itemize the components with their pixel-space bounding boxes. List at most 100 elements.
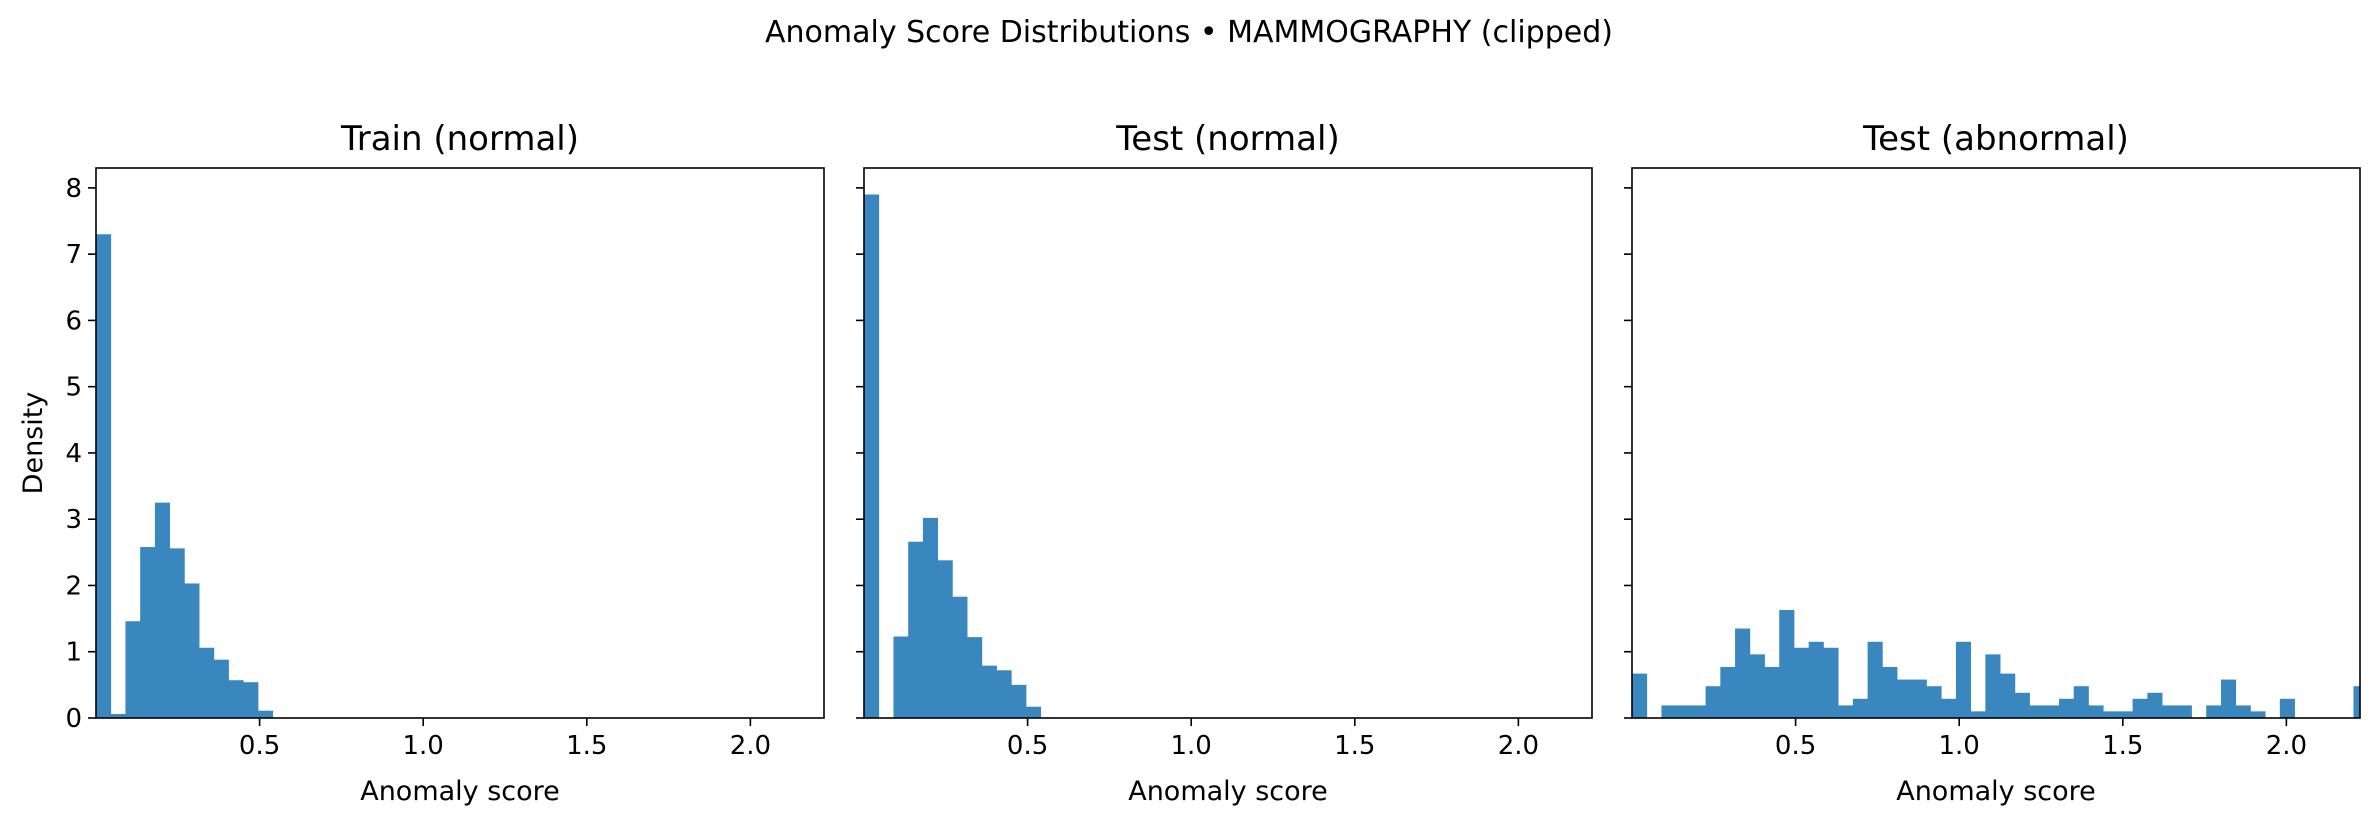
histogram-bar bbox=[2235, 705, 2251, 718]
x-tick-label: 0.5 bbox=[1007, 731, 1048, 761]
histogram-bar bbox=[169, 548, 185, 718]
histogram-bar bbox=[1926, 686, 1942, 718]
histogram-bar bbox=[228, 680, 244, 718]
x-tick-label: 1.5 bbox=[2102, 731, 2143, 761]
histogram-bar bbox=[2014, 692, 2030, 718]
histogram-bar bbox=[1690, 705, 1707, 718]
y-tick-label: 0 bbox=[65, 704, 82, 734]
histogram-bar bbox=[2206, 705, 2222, 718]
histogram-bar bbox=[937, 560, 953, 718]
histogram-bar bbox=[257, 710, 274, 718]
histogram-bar bbox=[2073, 686, 2089, 718]
histogram-bar bbox=[996, 670, 1012, 718]
histogram-bar bbox=[243, 682, 259, 718]
histogram-bar bbox=[2044, 705, 2060, 718]
panel-title: Test (normal) bbox=[1115, 119, 1339, 159]
histogram-bar bbox=[2250, 711, 2266, 718]
panel-1: 0.5 1.0 1.5 2.0 0 1 2 3 4 5 6 7 8 Train (normal) Anoma… bbox=[18, 119, 825, 807]
y-tick-label: 8 bbox=[65, 174, 82, 204]
panel-3: 0.5 1.0 1.5 2.0 Test (abnormal) Anomaly score bbox=[1624, 119, 2361, 807]
bars bbox=[1632, 609, 2360, 718]
histogram-bar bbox=[1632, 673, 1648, 718]
histogram-bar bbox=[1823, 647, 1839, 718]
y-tick-label: 2 bbox=[65, 571, 82, 601]
y-tick-label: 3 bbox=[65, 505, 82, 535]
x-tick-label: 1.0 bbox=[1939, 731, 1980, 761]
panel-title: Test (abnormal) bbox=[1862, 119, 2129, 159]
x-tick-label: 0.5 bbox=[239, 731, 280, 761]
x-tick-label: 2.0 bbox=[2266, 731, 2307, 761]
histogram-bar bbox=[1911, 679, 1927, 718]
x-axis-label: Anomaly score bbox=[1896, 776, 2096, 807]
histogram-bar bbox=[952, 596, 968, 718]
x-tick-label: 2.0 bbox=[730, 731, 771, 761]
histogram-bar bbox=[154, 502, 171, 718]
histogram-bar bbox=[2279, 698, 2295, 718]
axes-frame bbox=[95, 167, 825, 719]
histogram-bar bbox=[1808, 641, 1824, 718]
axes-frame bbox=[1631, 167, 2361, 719]
histogram-bar bbox=[1025, 706, 1042, 718]
panel-2: 0.5 1.0 1.5 2.0 Test (normal) Anomaly score bbox=[856, 119, 1593, 807]
histogram-bar bbox=[981, 665, 997, 718]
histogram-bar bbox=[2353, 686, 2360, 718]
histogram-bar bbox=[864, 194, 880, 718]
histogram-bar bbox=[125, 621, 141, 718]
histogram-bar bbox=[1955, 641, 1972, 718]
axes-frame bbox=[863, 167, 1593, 719]
y-tick-label: 1 bbox=[65, 638, 82, 668]
panel-title: Train (normal) bbox=[340, 119, 579, 159]
panels: 0.5 1.0 1.5 2.0 0 1 2 3 4 5 6 7 8 Train (normal) Anoma… bbox=[18, 119, 2361, 807]
histogram-bar bbox=[1882, 666, 1898, 718]
histogram-bar bbox=[2176, 705, 2192, 718]
x-tick-label: 1.0 bbox=[403, 731, 444, 761]
figure-title: Anomaly Score Distributions • MAMMOGRAPH… bbox=[765, 15, 1613, 50]
histogram-bar bbox=[1720, 666, 1736, 718]
histogram-bar bbox=[1749, 654, 1765, 718]
x-tick-label: 1.5 bbox=[566, 731, 607, 761]
histogram-bar bbox=[1941, 698, 1957, 718]
x-axis-label: Anomaly score bbox=[1128, 776, 1328, 807]
x-axis-label: Anomaly score bbox=[360, 776, 560, 807]
histogram-bar bbox=[199, 647, 215, 718]
bars bbox=[864, 194, 1042, 718]
histogram-bar bbox=[96, 234, 112, 718]
x-tick-label: 0.5 bbox=[1775, 731, 1816, 761]
histogram-bar bbox=[908, 541, 924, 718]
histogram-bar bbox=[184, 583, 200, 718]
histogram-bar bbox=[2162, 705, 2178, 718]
y-axis-label: Density bbox=[18, 392, 49, 495]
histogram-bar bbox=[1852, 698, 1868, 718]
histogram-bar bbox=[1764, 666, 1780, 718]
histogram-bar bbox=[2103, 711, 2119, 718]
histogram-bar bbox=[1838, 705, 1854, 718]
y-tick-label: 4 bbox=[65, 439, 82, 469]
x-tick-label: 1.5 bbox=[1334, 731, 1375, 761]
histogram-bar bbox=[1793, 647, 1810, 718]
histogram-bar bbox=[110, 714, 126, 718]
histogram-bar bbox=[1661, 705, 1677, 718]
histogram-bar bbox=[1011, 684, 1027, 718]
histogram-bar bbox=[2029, 705, 2045, 718]
histogram-bar bbox=[967, 637, 983, 718]
histogram-bar bbox=[1970, 711, 1986, 718]
x-tick-label: 2.0 bbox=[1498, 731, 1539, 761]
histogram-bar bbox=[1897, 679, 1913, 718]
histogram-bar bbox=[2117, 711, 2134, 718]
histogram-bar bbox=[1705, 686, 1721, 718]
y-tick-label: 7 bbox=[65, 240, 82, 270]
histogram-bar bbox=[1779, 609, 1795, 718]
histogram-bar bbox=[1676, 705, 1692, 718]
histogram-bar bbox=[1735, 628, 1751, 718]
histogram-bar bbox=[2132, 698, 2148, 718]
histogram-bar bbox=[140, 547, 156, 718]
histogram-bar bbox=[1867, 641, 1883, 718]
histogram-bar bbox=[1985, 654, 2001, 718]
histogram-bar bbox=[2058, 698, 2075, 718]
histogram-bar bbox=[922, 517, 939, 718]
bars bbox=[96, 234, 274, 718]
histogram-bar bbox=[893, 636, 909, 718]
y-tick-label: 5 bbox=[65, 373, 82, 403]
x-tick-label: 1.0 bbox=[1171, 731, 1212, 761]
